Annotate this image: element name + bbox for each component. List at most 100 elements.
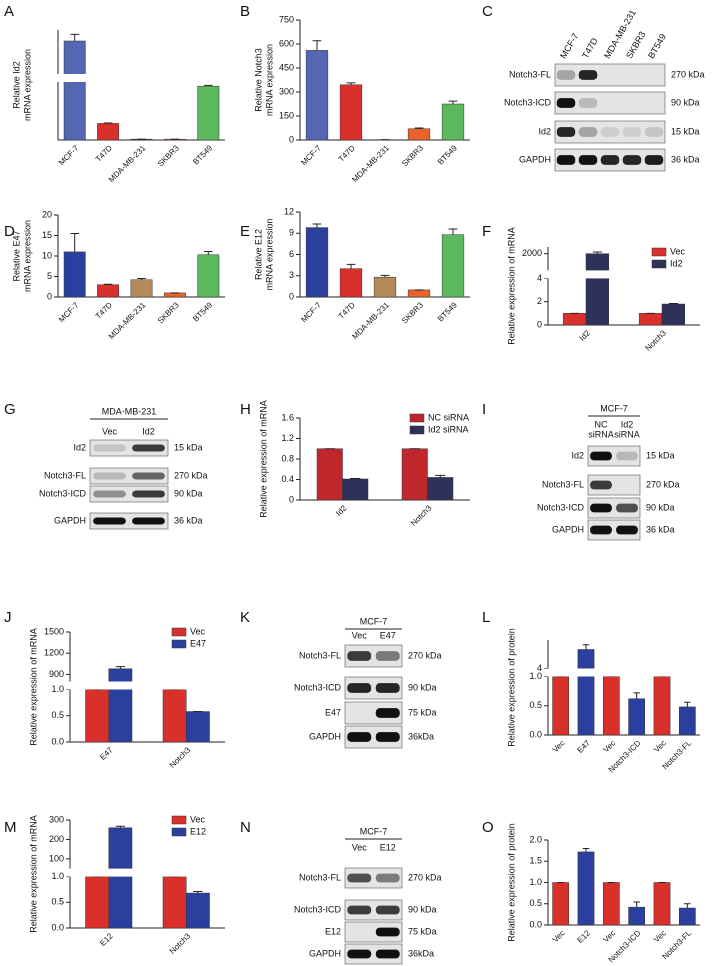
blot-band bbox=[93, 517, 126, 525]
blot-band bbox=[616, 451, 638, 461]
blot-band bbox=[623, 70, 641, 80]
blot-band bbox=[590, 480, 612, 490]
panel-letter: O bbox=[482, 819, 494, 836]
y-tick-label: 9 bbox=[289, 228, 294, 238]
y-tick-label: 0 bbox=[537, 319, 542, 329]
bar bbox=[197, 85, 220, 141]
error-bar bbox=[633, 692, 640, 699]
bar bbox=[339, 268, 363, 298]
lane-label: E12 bbox=[380, 842, 396, 852]
y-tick-label: 3 bbox=[289, 270, 294, 280]
x-tick-label: E47 bbox=[575, 738, 592, 755]
bar bbox=[305, 227, 329, 298]
error-bar bbox=[312, 223, 322, 228]
y-tick-label: 0 bbox=[47, 291, 52, 301]
y-tick-label: 0.5 bbox=[51, 897, 64, 907]
error-bar bbox=[350, 477, 361, 479]
y-tick-label: 300 bbox=[49, 814, 64, 824]
y-tick-label: 0 bbox=[289, 494, 294, 504]
y-tick-label: 0.0 bbox=[51, 922, 64, 932]
blot-group: MCF-7 bbox=[360, 826, 388, 836]
blot-band bbox=[375, 873, 400, 883]
lane-label: MCF-7 bbox=[558, 31, 580, 60]
row-label: Id2 bbox=[538, 126, 551, 136]
blot-band bbox=[578, 70, 598, 80]
blot-band bbox=[556, 127, 576, 137]
x-tick-label: MDA-MB-231 bbox=[350, 143, 391, 184]
lane-label: NC bbox=[595, 419, 608, 429]
blot-band bbox=[132, 490, 165, 498]
legend-swatch bbox=[651, 247, 667, 257]
legend-swatch bbox=[171, 827, 187, 837]
bar bbox=[108, 668, 133, 743]
y-tick-label: 5 bbox=[47, 271, 52, 281]
bar bbox=[638, 313, 663, 326]
bar bbox=[316, 448, 343, 501]
x-tick-label: T47D bbox=[94, 143, 114, 163]
error-bar bbox=[193, 891, 203, 894]
kda-label: 270 kDa bbox=[646, 479, 680, 489]
y-tick-label: 0.5 bbox=[51, 710, 64, 720]
row-label: Id2 bbox=[73, 442, 86, 452]
error-bar bbox=[70, 232, 79, 252]
bar bbox=[585, 253, 610, 326]
blot-membrane bbox=[89, 467, 169, 485]
x-tick-label: Id2 bbox=[334, 503, 349, 518]
error-bar bbox=[684, 903, 691, 908]
y-tick-label: 1.0 bbox=[529, 877, 542, 887]
blot-band bbox=[600, 127, 620, 137]
y-tick-label: 600 bbox=[279, 38, 294, 48]
blot-membrane bbox=[554, 120, 666, 144]
blot-band bbox=[616, 503, 638, 513]
row-label: GAPDH bbox=[309, 948, 341, 958]
blot-band bbox=[556, 155, 576, 165]
y-tick-label: 1.6 bbox=[281, 412, 294, 422]
blot-band bbox=[347, 949, 372, 959]
y-axis-label: mRNA expression bbox=[22, 49, 32, 121]
blot-band bbox=[375, 949, 400, 959]
y-tick-label: 1.5 bbox=[529, 856, 542, 866]
lane-label: Vec bbox=[102, 426, 118, 436]
row-label: Notch3-FL bbox=[542, 479, 584, 489]
axis-break bbox=[64, 681, 227, 690]
bar bbox=[197, 254, 220, 298]
x-tick-label: Vec bbox=[601, 739, 617, 755]
error-bar bbox=[684, 701, 691, 707]
error-bar bbox=[582, 644, 590, 650]
x-tick-label: BT549 bbox=[191, 143, 214, 166]
y-tick-label: 0.8 bbox=[281, 453, 294, 463]
x-tick-label: T47D bbox=[337, 300, 357, 320]
error-bar bbox=[137, 278, 146, 280]
x-tick-label: BT549 bbox=[436, 143, 459, 166]
y-axis-label: mRNA expression bbox=[264, 44, 274, 116]
x-tick-label: SKBR3 bbox=[156, 300, 181, 325]
y-tick-label: 1.0 bbox=[51, 871, 64, 881]
blot-band bbox=[590, 525, 612, 535]
blot-band bbox=[600, 155, 620, 165]
y-tick-label: 4 bbox=[537, 273, 542, 283]
y-axis-label: Relative expression of mRNA bbox=[258, 400, 268, 518]
bar bbox=[305, 50, 329, 141]
x-tick-label: MCF-7 bbox=[57, 143, 81, 167]
error-bar bbox=[633, 901, 640, 908]
lane-label: SKBR3 bbox=[624, 30, 647, 61]
y-axis-label: mRNA expression bbox=[264, 218, 274, 290]
kda-label: 36kDa bbox=[408, 948, 434, 958]
kda-label: 36kDa bbox=[408, 731, 434, 741]
x-tick-label: SKBR3 bbox=[400, 300, 425, 325]
y-tick-label: 200 bbox=[49, 834, 64, 844]
blot-membrane bbox=[89, 512, 169, 530]
y-tick-label: 12 bbox=[284, 206, 294, 216]
x-tick-label: MCF-7 bbox=[299, 143, 323, 167]
axis-break bbox=[542, 668, 702, 677]
legend-label: Vec bbox=[670, 246, 686, 256]
kda-label: 90 kDa bbox=[408, 904, 437, 914]
y-tick-label: 100 bbox=[49, 853, 64, 863]
y-axis-label: Relative E12 bbox=[253, 229, 263, 280]
bar bbox=[85, 876, 109, 929]
blot-band bbox=[347, 732, 372, 742]
blot-band bbox=[375, 732, 400, 742]
legend-label: Id2 siRNA bbox=[428, 424, 469, 434]
x-tick-label: T47D bbox=[337, 143, 357, 163]
